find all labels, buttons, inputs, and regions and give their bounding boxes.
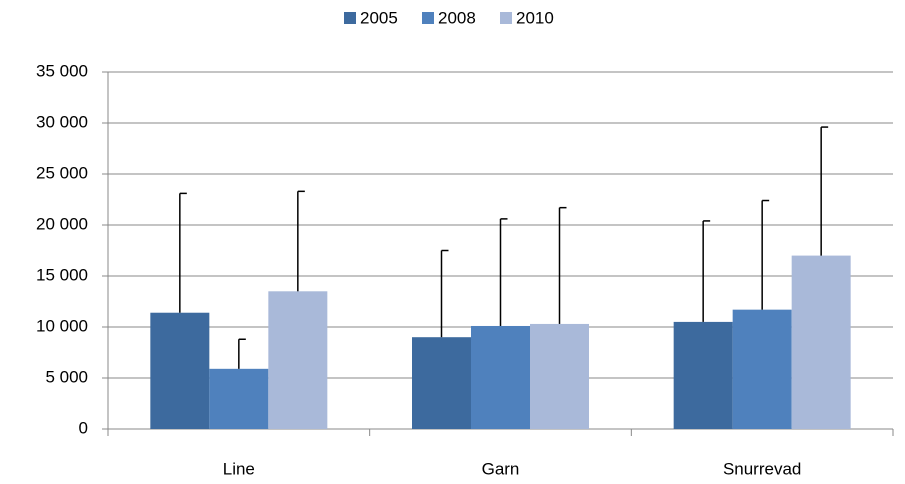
y-tick-label: 35 000 — [36, 61, 88, 80]
legend-label: 2010 — [516, 8, 554, 27]
x-tick-label: Garn — [482, 459, 520, 478]
x-tick-label: Snurrevad — [723, 459, 801, 478]
y-tick-label: 0 — [79, 418, 88, 437]
y-tick-label: 25 000 — [36, 163, 88, 182]
bar — [732, 309, 792, 429]
bar — [673, 321, 733, 429]
legend-swatch — [422, 12, 434, 24]
y-tick-label: 30 000 — [36, 112, 88, 131]
y-tick-label: 15 000 — [36, 265, 88, 284]
x-tick-label: Line — [223, 459, 255, 478]
legend-label: 2005 — [360, 8, 398, 27]
legend-swatch — [500, 12, 512, 24]
y-tick-label: 20 000 — [36, 214, 88, 233]
bar — [791, 255, 851, 429]
bar — [209, 368, 269, 429]
legend-label: 2008 — [438, 8, 476, 27]
y-tick-label: 10 000 — [36, 316, 88, 335]
bar — [530, 323, 589, 429]
bar — [412, 337, 471, 429]
legend-swatch — [344, 12, 356, 24]
bar — [471, 325, 530, 429]
y-tick-label: 5 000 — [45, 367, 88, 386]
bar — [150, 312, 210, 429]
bar — [268, 291, 328, 429]
